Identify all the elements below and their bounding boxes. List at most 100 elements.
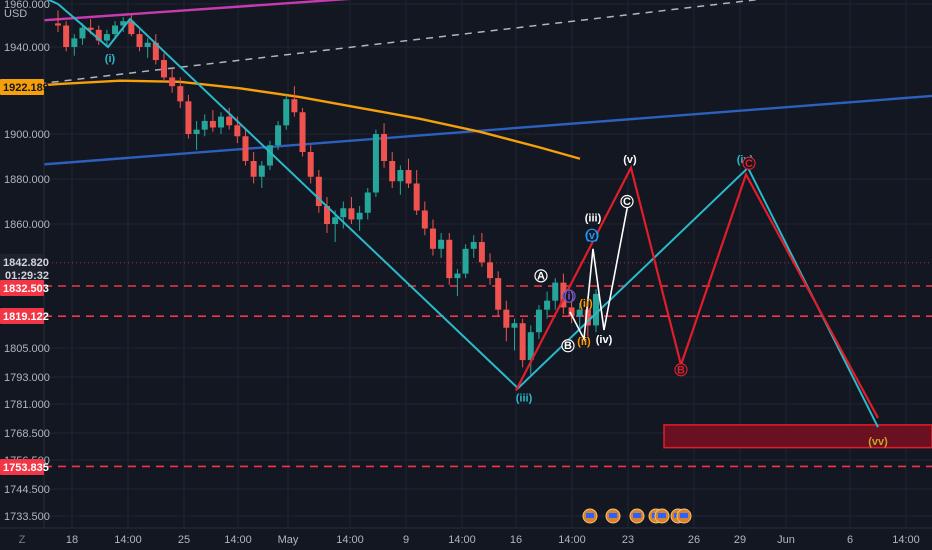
candle-body	[169, 77, 176, 87]
price-tick-label: 1940.000	[4, 42, 50, 54]
wave-label: (iv)	[596, 334, 613, 346]
price-tag-value: 1922.189	[3, 82, 49, 94]
price-tag-value: 1832.503	[3, 283, 49, 295]
wave-label: (vv)	[868, 436, 888, 448]
target-zone-box	[663, 424, 932, 449]
candle-body	[177, 86, 184, 102]
wave-label: (i)	[564, 291, 575, 303]
wave-label-circle	[534, 269, 548, 283]
price-tag	[0, 254, 44, 282]
candle-body	[258, 165, 265, 177]
price-tick-label: 1768.500	[4, 428, 50, 440]
wave-label: A	[537, 270, 545, 282]
price-tag	[0, 280, 44, 296]
price-tag	[0, 79, 44, 95]
wave-label-circle	[742, 156, 756, 170]
candle-body	[324, 206, 330, 224]
wave-label: (ii)	[579, 298, 593, 310]
candle-body	[120, 21, 127, 26]
candle-body	[144, 42, 151, 47]
candle-body	[87, 27, 94, 30]
time-tick-label: 14:00	[114, 534, 142, 546]
candle-body	[95, 29, 102, 41]
time-tick-label: 25	[178, 534, 190, 546]
candle-body	[291, 99, 298, 113]
candle-body	[307, 152, 314, 177]
time-zone-icon[interactable]: Z	[19, 534, 26, 546]
time-tick-label: 18	[66, 534, 78, 546]
trendline[interactable]	[0, 94, 932, 169]
wave-label-circle	[674, 363, 688, 377]
wave-label: (v)	[585, 230, 599, 242]
candle-body	[128, 21, 135, 35]
time-tick-label: 14:00	[558, 534, 586, 546]
candle-body	[315, 176, 322, 206]
candle-body	[568, 307, 575, 317]
price-tick-label: 1880.000	[4, 174, 50, 186]
wave-label: (v)	[623, 154, 637, 166]
wave-label: B	[677, 364, 685, 376]
candle-body	[593, 293, 599, 326]
trendline[interactable]	[0, 0, 430, 25]
candle-body	[584, 309, 591, 326]
time-tick-label: 9	[403, 534, 409, 546]
candle-body	[397, 170, 404, 182]
candle-body	[218, 116, 225, 128]
time-tick-label: May	[278, 534, 299, 546]
candle-body	[103, 34, 110, 41]
event-marker-flag	[680, 513, 688, 518]
candle-body	[250, 161, 257, 177]
candle-body	[332, 217, 339, 224]
candle-body	[446, 239, 453, 279]
wave-label-circle	[562, 289, 576, 303]
price-tag	[0, 308, 44, 324]
candle-body	[372, 134, 379, 193]
price-tick-label: 1900.000	[4, 129, 50, 141]
candle-body	[266, 145, 273, 166]
time-tick-label: 6	[847, 534, 853, 546]
currency-label: USD	[4, 8, 27, 20]
grid-lines	[44, 0, 932, 528]
candle-body	[544, 300, 551, 310]
price-tag-value: 1753.835	[3, 462, 49, 474]
wave-label: (ii)	[577, 336, 591, 348]
candle-body	[193, 129, 200, 134]
candle-body	[421, 210, 428, 229]
event-marker-flag	[658, 513, 666, 518]
price-tag	[0, 459, 44, 475]
candle-body	[487, 262, 494, 279]
time-tick-label: 14:00	[892, 534, 920, 546]
candle-body	[462, 248, 469, 274]
time-tick-label: Jun	[777, 534, 795, 546]
price-tick-label: 1960.000	[4, 0, 50, 11]
wave-label: C	[745, 158, 753, 170]
event-marker-flag	[586, 513, 594, 518]
elliott-wave-path[interactable]	[569, 203, 629, 342]
candle-body	[364, 192, 371, 213]
time-tick-label: 14:00	[336, 534, 364, 546]
time-tick-label: 23	[622, 534, 634, 546]
candle-body	[63, 25, 70, 47]
candle-body	[527, 332, 534, 361]
wave-label-circle	[561, 339, 575, 353]
trendline[interactable]	[0, 0, 830, 90]
time-tick-label: 14:00	[448, 534, 476, 546]
wave-label-circle	[585, 228, 599, 242]
price-tick-label: 1744.500	[4, 484, 50, 496]
candle-body	[275, 125, 282, 146]
price-tick-label: 1781.000	[4, 399, 50, 411]
wave-label: B	[564, 340, 572, 352]
candle-body	[152, 42, 159, 61]
time-tick-label: 29	[734, 534, 746, 546]
candle-body	[381, 134, 388, 161]
candle-body	[413, 183, 420, 211]
candle-body	[519, 323, 526, 361]
candle-body	[209, 120, 216, 128]
candle-body	[470, 242, 477, 249]
price-tick-label: 1733.500	[4, 511, 50, 523]
time-axis-panel	[0, 528, 932, 550]
candle-body	[348, 208, 355, 220]
candle-body	[576, 309, 583, 317]
time-tick-label: 16	[510, 534, 522, 546]
